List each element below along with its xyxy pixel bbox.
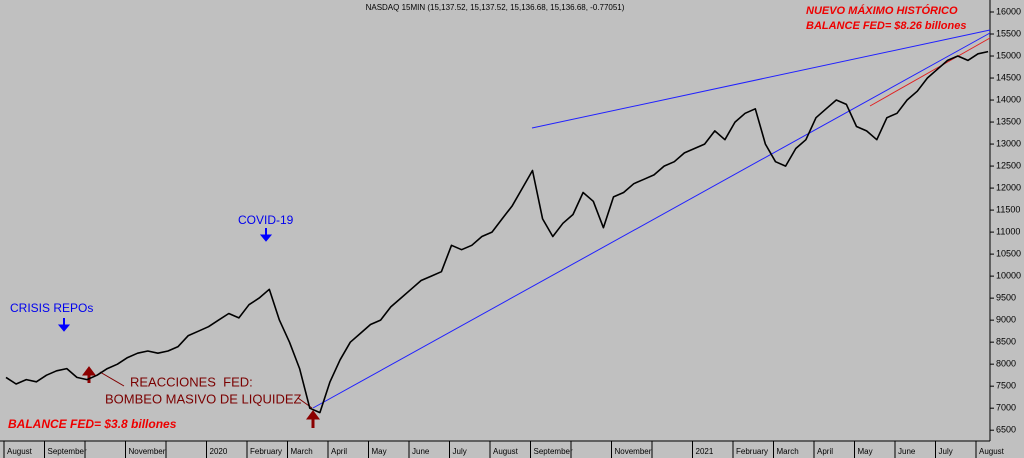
x-tick-label: August xyxy=(493,447,519,456)
annotation: BALANCE FED= $3.8 billones xyxy=(8,417,177,431)
arrow-down xyxy=(57,318,71,332)
x-tick-label: May xyxy=(858,447,873,456)
x-tick-label: March xyxy=(777,447,799,456)
y-tick-label: 11500 xyxy=(996,204,1020,214)
y-tick-label: 16000 xyxy=(996,6,1021,16)
annotation: NUEVO MÁXIMO HISTÓRICO xyxy=(806,4,958,17)
y-tick-label: 6500 xyxy=(996,425,1016,435)
x-tick-label: February xyxy=(250,447,282,456)
x-tick-label: July xyxy=(939,447,953,456)
y-tick-label: 13000 xyxy=(996,138,1021,148)
annotation: BOMBEO MASIVO DE LIQUIDEZ xyxy=(105,391,302,406)
price-line xyxy=(5,50,989,414)
y-tick-label: 7000 xyxy=(996,403,1016,413)
x-tick-label: 2021 xyxy=(696,447,714,456)
x-tick-label: August xyxy=(979,447,1005,456)
y-tick-label: 12000 xyxy=(996,182,1021,192)
x-tick-label: August xyxy=(7,447,33,456)
x-tick-label: November xyxy=(129,447,166,456)
x-tick-label: November xyxy=(615,447,652,456)
trend-line xyxy=(531,29,991,129)
y-tick-label: 8500 xyxy=(996,337,1016,347)
x-tick-label: July xyxy=(453,447,467,456)
x-tick-label: February xyxy=(736,447,768,456)
annotation: COVID-19 xyxy=(238,213,294,227)
annotation: CRISIS REPOs xyxy=(10,301,93,315)
y-tick-label: 9500 xyxy=(996,293,1016,303)
x-tick-label: April xyxy=(817,447,833,456)
y-tick-label: 8000 xyxy=(996,359,1016,369)
y-tick-label: 11000 xyxy=(996,226,1020,236)
x-tick-label: March xyxy=(291,447,313,456)
y-tick-label: 12500 xyxy=(996,160,1021,170)
x-tick-label: 2020 xyxy=(210,447,228,456)
y-tick-label: 14000 xyxy=(996,94,1021,104)
y-tick-label: 10500 xyxy=(996,248,1021,258)
x-tick-label: June xyxy=(898,447,916,456)
y-tick-label: 14500 xyxy=(996,72,1021,82)
x-tick-label: September xyxy=(534,447,573,456)
x-tick-label: September xyxy=(48,447,87,456)
trend-line xyxy=(312,32,991,409)
x-tick-label: June xyxy=(412,447,430,456)
x-tick-label: May xyxy=(372,447,387,456)
pointer-line xyxy=(99,371,125,387)
y-tick-label: 15000 xyxy=(996,50,1021,60)
y-tick-label: 15500 xyxy=(996,28,1021,38)
annotation: REACCIONES FED: xyxy=(130,374,253,389)
chart-title: NASDAQ 15MIN (15,137.52, 15,137.52, 15,1… xyxy=(366,3,625,12)
arrow-up xyxy=(306,410,320,428)
trend-line xyxy=(869,37,991,107)
y-tick-label: 10000 xyxy=(996,271,1021,281)
annotation: BALANCE FED= $8.26 billones xyxy=(806,20,966,32)
x-tick-label: April xyxy=(331,447,347,456)
y-tick-label: 9000 xyxy=(996,315,1016,325)
y-tick-label: 13500 xyxy=(996,116,1021,126)
y-tick-label: 7500 xyxy=(996,381,1016,391)
arrow-down xyxy=(259,228,273,242)
